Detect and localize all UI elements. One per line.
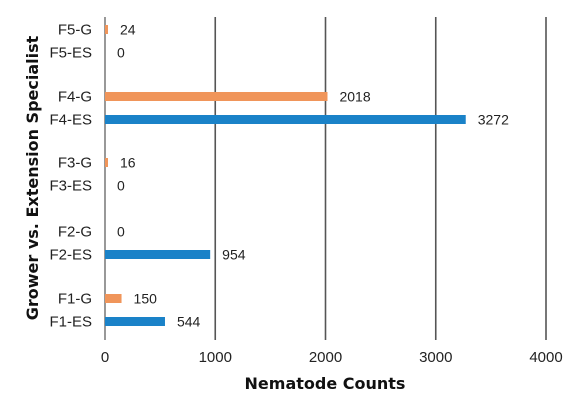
bar-f3-g	[105, 158, 108, 167]
x-tick-label: 2000	[309, 349, 342, 366]
category-label-f3-g: F3-G	[58, 155, 92, 172]
x-tick-label: 4000	[529, 349, 562, 366]
gridlines	[104, 17, 547, 340]
bar-f4-g	[105, 92, 328, 101]
x-tick-label: 3000	[419, 349, 452, 366]
data-label-f1-es: 544	[177, 314, 201, 330]
bar-f5-g	[105, 25, 108, 34]
bar-f1-g	[105, 294, 122, 303]
data-label-f5-g: 24	[120, 22, 136, 38]
category-label-f5-es: F5-ES	[49, 45, 92, 62]
category-label-f2-es: F2-ES	[49, 247, 92, 264]
category-labels: F5-G F5-ES F4-G F4-ES F3-G F3-ES F2-G F2-ES F1-G…	[49, 22, 92, 331]
x-axis-title: Nematode Counts	[245, 374, 406, 393]
bar-f2-es	[105, 250, 211, 259]
x-tick-label: 1000	[199, 349, 232, 366]
bar-f1-es	[105, 317, 165, 326]
category-label-f2-g: F2-G	[58, 224, 92, 241]
category-label-f4-g: F4-G	[58, 89, 92, 106]
x-tick-label: 0	[101, 349, 109, 366]
bars	[105, 25, 466, 326]
data-label-f5-es: 0	[117, 45, 125, 61]
y-axis-title: Grower vs. Extension Specialist	[23, 35, 42, 320]
data-labels: 24 0 2018 3272 16 0 0 954 150 544	[117, 22, 509, 330]
data-label-f2-g: 0	[117, 224, 125, 240]
x-tick-labels: 0 1000 2000 3000 4000	[101, 349, 563, 366]
data-label-f4-es: 3272	[478, 112, 509, 128]
data-label-f1-g: 150	[134, 291, 158, 307]
category-label-f4-es: F4-ES	[49, 112, 92, 129]
category-label-f5-g: F5-G	[58, 22, 92, 39]
category-label-f3-es: F3-ES	[49, 178, 92, 195]
category-label-f1-g: F1-G	[58, 291, 92, 308]
data-label-f3-g: 16	[120, 155, 136, 171]
data-label-f2-es: 954	[222, 247, 246, 263]
data-label-f4-g: 2018	[339, 89, 370, 105]
data-label-f3-es: 0	[117, 178, 125, 194]
category-label-f1-es: F1-ES	[49, 314, 92, 331]
bar-f4-es	[105, 115, 466, 124]
